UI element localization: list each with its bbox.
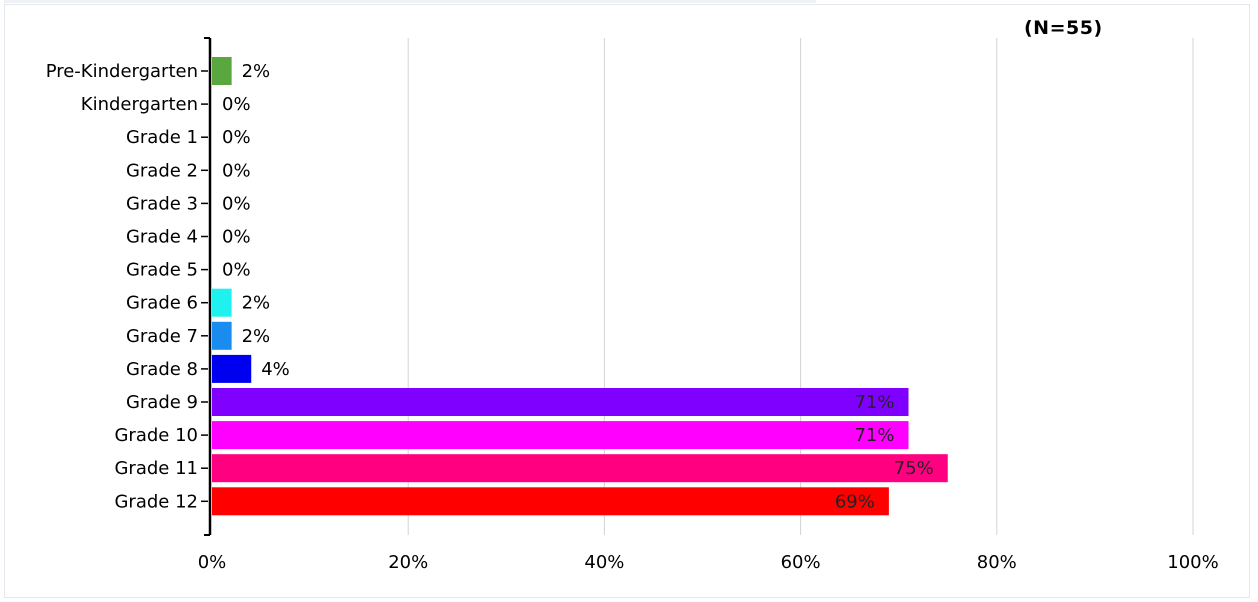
value-label: 69%	[835, 491, 875, 512]
bars	[212, 57, 948, 516]
value-label: 0%	[222, 193, 251, 214]
bar	[212, 421, 909, 450]
bar	[212, 388, 909, 416]
category-label: Kindergarten	[81, 94, 198, 115]
x-tick-labels: 0% 20% 40% 60% 80% 100%	[198, 552, 1219, 573]
value-label: 2%	[242, 326, 271, 347]
gridlines	[407, 38, 1194, 535]
x-tick-label: 0%	[198, 552, 227, 573]
top-strip	[4, 0, 816, 3]
value-label: 0%	[222, 94, 251, 115]
value-label: 71%	[854, 392, 894, 413]
category-label: Grade 2	[126, 160, 198, 181]
category-label: Grade 1	[126, 127, 198, 148]
value-label: 2%	[242, 293, 271, 314]
value-label: 0%	[222, 227, 251, 248]
category-label: Grade 6	[126, 293, 198, 314]
y-axis	[201, 37, 212, 536]
category-label: Grade 4	[126, 227, 198, 248]
value-label: 75%	[894, 458, 934, 479]
bar	[212, 354, 252, 383]
category-label: Grade 7	[126, 326, 198, 347]
category-labels: Pre-Kindergarten Kindergarten Grade 1 Grade…	[46, 61, 198, 512]
x-tick-label: 100%	[1167, 552, 1218, 573]
bar	[212, 321, 232, 350]
x-tick-label: 40%	[584, 552, 624, 573]
value-label: 0%	[222, 260, 251, 281]
category-label: Pre-Kindergarten	[46, 61, 198, 82]
bar	[212, 487, 889, 516]
category-label: Grade 10	[114, 425, 198, 446]
bar	[212, 288, 232, 317]
category-label: Grade 3	[126, 193, 198, 214]
value-label: 0%	[222, 160, 251, 181]
category-label: Grade 5	[126, 260, 198, 281]
category-label: Grade 11	[114, 458, 198, 479]
category-label: Grade 9	[126, 392, 198, 413]
bar	[212, 57, 232, 85]
bar	[212, 454, 948, 483]
value-label: 71%	[854, 425, 894, 446]
value-labels: 2%0%0%0%0%0%0%2%2%4%71%71%75%69%	[222, 61, 934, 512]
x-tick-label: 80%	[977, 552, 1017, 573]
x-tick-label: 60%	[781, 552, 821, 573]
category-label: Grade 12	[114, 491, 198, 512]
value-label: 2%	[242, 61, 271, 82]
sample-size-label: (N=55)	[1024, 17, 1103, 39]
category-label: Grade 8	[126, 359, 198, 380]
value-label: 4%	[261, 359, 290, 380]
value-label: 0%	[222, 127, 251, 148]
x-tick-label: 20%	[388, 552, 428, 573]
